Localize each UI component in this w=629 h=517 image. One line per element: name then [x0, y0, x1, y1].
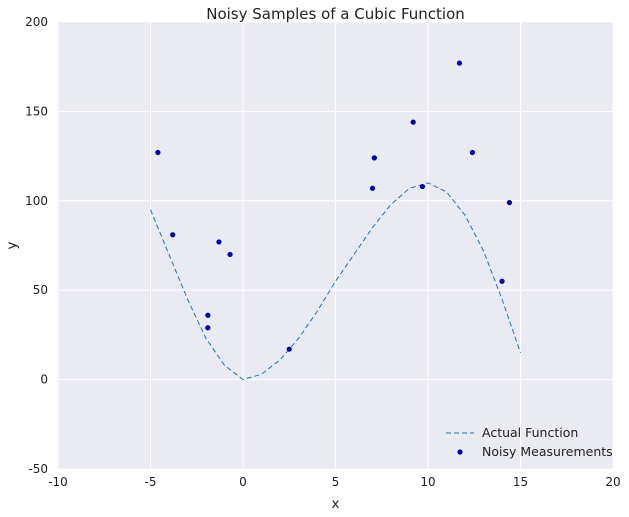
x-tick-label: -10	[48, 475, 68, 489]
x-axis-label: x	[332, 496, 340, 512]
noisy-measurement-point	[506, 199, 512, 206]
noisy-measurement-point	[410, 119, 416, 125]
x-tick-label: 20	[605, 475, 620, 489]
noisy-measurement-point	[371, 155, 377, 161]
y-tick-label: 100	[25, 194, 48, 208]
x-tick-label: 5	[332, 475, 340, 489]
x-tick-label: 10	[420, 475, 435, 489]
noisy-measurement-point	[205, 312, 211, 318]
y-tick-label: -50	[28, 462, 48, 476]
legend-label-noisy-measurements: Noisy Measurements	[482, 444, 613, 459]
legend-point-marker	[457, 449, 463, 455]
actual-function-line	[150, 182, 521, 381]
grid	[57, 21, 614, 470]
noisy-measurement-point	[155, 149, 161, 156]
noisy-measurement-point	[227, 251, 233, 258]
y-tick-label: 0	[40, 373, 48, 387]
noisy-measurement-point	[456, 60, 463, 66]
data-layer	[150, 60, 521, 381]
noisy-measurement-point	[170, 232, 176, 238]
noisy-measurement-point	[499, 278, 505, 284]
legend: Actual Function Noisy Measurements	[446, 425, 613, 459]
y-axis-label: y	[4, 242, 20, 250]
noisy-measurement-point	[205, 325, 211, 331]
x-tick-label: 15	[513, 475, 528, 489]
y-tick-label: 150	[25, 104, 48, 118]
noisy-measurement-point	[286, 346, 292, 352]
legend-label-actual-function: Actual Function	[482, 425, 578, 440]
chart-title: Noisy Samples of a Cubic Function	[206, 5, 465, 23]
noisy-measurement-point	[419, 183, 426, 190]
x-tick-label: 0	[239, 475, 247, 489]
y-tick-label: 200	[25, 15, 48, 29]
noisy-measurement-point	[369, 185, 376, 191]
y-tick-label: 50	[33, 283, 48, 297]
noisy-measurement-point	[469, 149, 475, 156]
x-tick-label: -5	[145, 475, 157, 489]
noisy-measurement-point	[216, 239, 222, 245]
